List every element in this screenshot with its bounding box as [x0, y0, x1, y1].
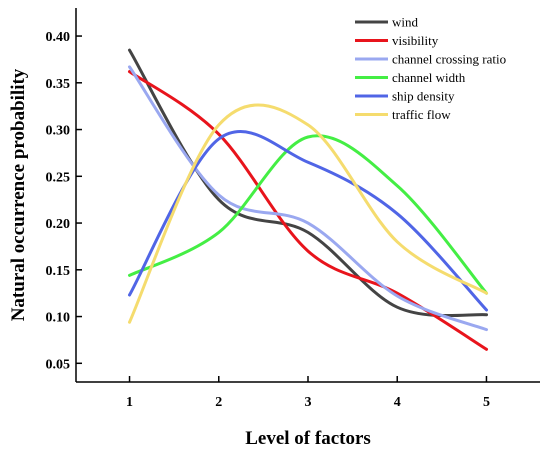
- y-tick-label: 0.25: [46, 170, 71, 185]
- x-tick-label: 1: [126, 395, 133, 410]
- y-tick-label: 0.15: [46, 264, 71, 279]
- series-line-channel-crossing-ratio: [128, 65, 488, 332]
- legend-label: visibility: [392, 33, 439, 48]
- x-tick-label: 5: [483, 395, 490, 410]
- x-tick-label: 4: [394, 395, 401, 410]
- legend-label: traffic flow: [392, 107, 451, 122]
- legend-label: channel width: [392, 70, 466, 85]
- y-tick-label: 0.20: [46, 217, 71, 232]
- series-lines: [128, 48, 488, 351]
- x-tick-label: 2: [215, 395, 222, 410]
- series-line-traffic-flow: [128, 103, 488, 324]
- y-tick-label: 0.35: [46, 77, 71, 92]
- series-line-ship-density: [128, 130, 488, 312]
- y-tick-label: 0.10: [46, 311, 71, 326]
- x-axis-title: Level of factors: [245, 428, 371, 449]
- x-tick-label: 3: [305, 395, 312, 410]
- y-tick-label: 0.30: [46, 124, 71, 139]
- legend-label: channel crossing ratio: [392, 52, 506, 67]
- legend: wind visibility channel crossing ratio chan…: [355, 15, 506, 122]
- legend-label: wind: [392, 15, 419, 30]
- y-tick-label: 0.40: [46, 30, 71, 45]
- series-line-wind: [128, 48, 488, 318]
- y-tick-label: 0.05: [46, 357, 71, 372]
- x-ticks: 1 2 3 4 5: [126, 376, 490, 410]
- legend-label: ship density: [392, 89, 455, 104]
- y-axis-title: Natural occurrence probability: [8, 68, 29, 321]
- series-line-channel-width: [128, 134, 488, 295]
- y-ticks: 0.05 0.10 0.15 0.20 0.25 0.30 0.35 0.40: [46, 30, 82, 372]
